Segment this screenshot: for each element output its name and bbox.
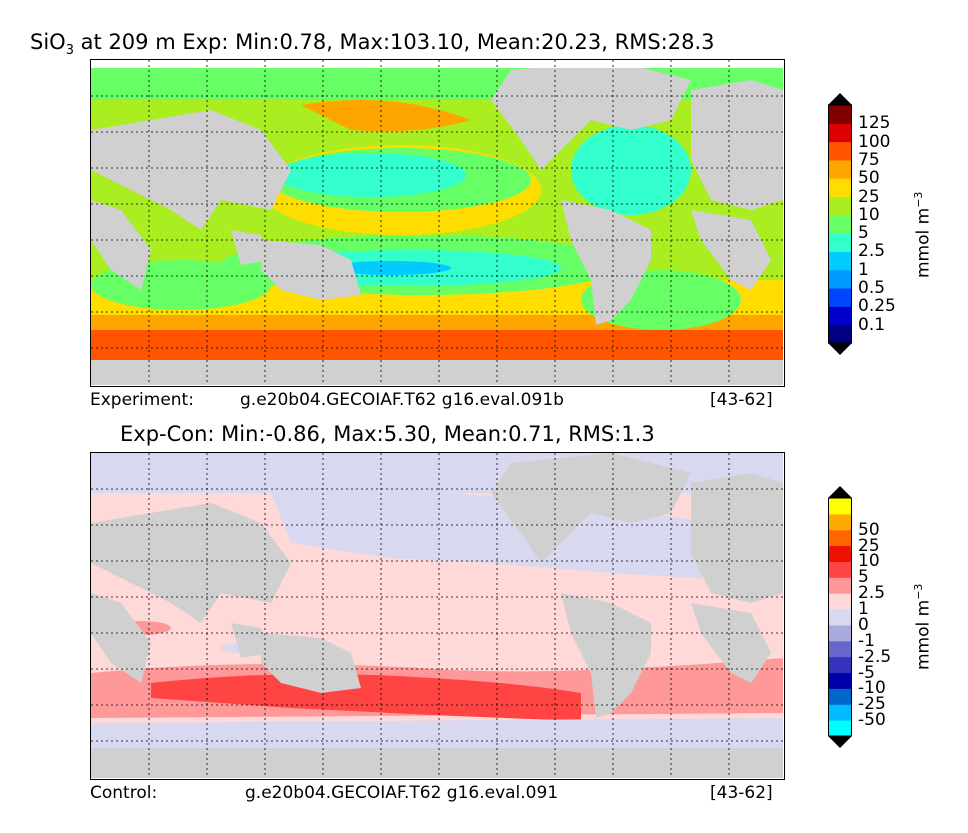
colorbar-tick-label: 1 [858, 599, 869, 620]
panel1-colorbar-label-text: mmol m [913, 207, 934, 278]
colorbar-tick-label: 125 [858, 113, 891, 134]
panel2-map [90, 452, 785, 780]
colorbar-tick-label: -5 [858, 662, 875, 683]
panel1-footer-left: Experiment: [90, 390, 194, 410]
panel2-footer-mid: g.e20b04.GECOIAF.T62 g16.eval.091 [245, 783, 559, 803]
colorbar-segment [828, 529, 852, 547]
panel1-colorbar-label-sup: −3 [912, 191, 925, 208]
colorbar-tick-label: 0.5 [858, 278, 886, 299]
colorbar-under-triangle [828, 343, 852, 355]
colorbar-tick-label: -2.5 [858, 646, 892, 667]
colorbar-segment [828, 269, 852, 289]
colorbar-tick-label: -1 [858, 630, 875, 651]
panel1-map [90, 59, 785, 387]
panel2-colorbar-label-text: mmol m [913, 599, 934, 670]
panel2-title: Exp-Con: Min:-0.86, Max:5.30, Mean:0.71,… [120, 422, 655, 446]
colorbar-tick-label: 75 [858, 149, 880, 170]
colorbar-tick-label: 5 [858, 223, 869, 244]
colorbar-tick-label: 10 [858, 204, 880, 225]
colorbar-svg [828, 486, 852, 748]
panel2-colorbar-label-sup: −3 [912, 583, 925, 600]
colorbar-tick-label: 25 [858, 535, 880, 556]
colorbar-segment [828, 561, 852, 578]
colorbar-segment [828, 214, 852, 234]
colorbar-segment [828, 251, 852, 271]
panel1-title-rest: at 209 m Exp: Min:0.78, Max:103.10, Mean… [73, 30, 715, 54]
colorbar-segment [828, 178, 852, 198]
colorbar-segment [828, 545, 852, 562]
colorbar-under-triangle [828, 736, 852, 748]
colorbar-tick-label: 50 [858, 168, 880, 189]
colorbar-segment [828, 688, 852, 705]
colorbar-tick-label: 2.5 [858, 241, 886, 262]
colorbar-segment [828, 577, 852, 594]
colorbar-over-triangle [828, 93, 852, 105]
panel1-footer-mid: g.e20b04.GECOIAF.T62 g16.eval.091b [240, 390, 564, 410]
colorbar-segment [828, 324, 852, 344]
panel1-title-prefix: SiO [30, 30, 66, 54]
colorbar-tick-label: 0.25 [858, 296, 896, 317]
colorbar-segment [828, 513, 852, 531]
colorbar-segment [828, 656, 852, 674]
panel2-footer-right: [43-62] [710, 783, 773, 803]
colorbar-tick-label: 10 [858, 551, 880, 572]
colorbar-segment [828, 159, 852, 179]
colorbar-tick-label: -10 [858, 678, 886, 699]
colorbar-segment [828, 704, 852, 721]
colorbar-tick-label: 50 [858, 519, 880, 540]
colorbar-tick-label: 2.5 [858, 583, 886, 604]
colorbar-segment [828, 141, 852, 161]
colorbar-segment [828, 609, 852, 626]
colorbar-outline [828, 497, 852, 737]
colorbar-outline [828, 104, 852, 344]
panel2-colorbar-label: mmol m−3 [912, 584, 934, 670]
colorbar-segment [828, 123, 852, 143]
colorbar-segment [828, 196, 852, 216]
panel1-title-sub: 3 [65, 43, 74, 59]
colorbar-segment [828, 306, 852, 326]
colorbar-tick-label: 1 [858, 259, 869, 280]
colorbar-tick-label: 5 [858, 567, 869, 588]
colorbar-tick-label: 25 [858, 186, 880, 207]
colorbar-segment [828, 720, 852, 737]
colorbar-segment [828, 624, 852, 642]
panel1-map-svg [91, 60, 783, 385]
colorbar-over-triangle [828, 486, 852, 498]
colorbar-segment [828, 288, 852, 307]
colorbar-tick-label: 100 [858, 131, 891, 152]
panel2-colorbar [828, 486, 852, 748]
panel2-map-svg [91, 453, 783, 778]
panel2-footer-left: Control: [90, 783, 158, 803]
colorbar-segment [828, 593, 852, 610]
colorbar-segment [828, 233, 852, 252]
colorbar-segment [828, 672, 852, 689]
colorbar-svg [828, 93, 852, 355]
colorbar-segment [828, 498, 852, 515]
colorbar-segment [828, 105, 852, 124]
colorbar-tick-label: -25 [858, 694, 886, 715]
colorbar-tick-label: 0 [858, 614, 869, 635]
colorbar-tick-label: 0.1 [858, 314, 886, 335]
panel1-footer-right: [43-62] [710, 390, 773, 410]
colorbar-tick-label: -50 [858, 710, 886, 731]
panel1-colorbar-label: mmol m−3 [912, 192, 934, 278]
panel1-title: SiO3 at 209 m Exp: Min:0.78, Max:103.10,… [30, 30, 715, 58]
panel1-colorbar [828, 93, 852, 355]
colorbar-segment [828, 640, 852, 658]
